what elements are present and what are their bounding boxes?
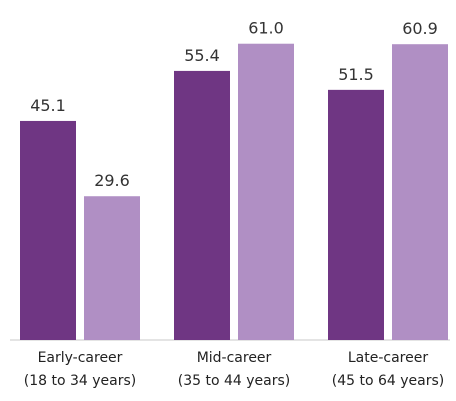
category-label-0-line-1: (18 to 34 years) [24,373,137,389]
bar-1-0 [174,70,230,341]
bar-0-1 [84,196,140,340]
category-label-1-line-0: Mid-career [197,350,272,366]
value-label-0-1: 29.6 [94,171,130,190]
bars-group [20,43,448,341]
value-labels-group: 45.1 29.6 55.4 61.0 51.5 60.9 [30,19,438,191]
category-label-0-line-0: Early-career [38,350,123,366]
value-label-0-0: 45.1 [30,96,66,115]
category-label-2-line-1: (45 to 64 years) [332,373,445,389]
bar-0-0 [20,120,76,340]
category-label-1-line-1: (35 to 44 years) [178,373,291,389]
category-labels-group: Early-career (18 to 34 years) Mid-career (3… [24,350,445,389]
value-label-1-1: 61.0 [248,19,284,38]
bar-2-1 [392,44,448,340]
bar-2-0 [328,89,384,340]
value-label-2-1: 60.9 [402,19,438,38]
value-label-2-0: 51.5 [338,65,374,84]
category-label-2-line-0: Late-career [348,350,428,366]
bar-1-1 [238,43,294,340]
value-label-1-0: 55.4 [184,46,220,65]
